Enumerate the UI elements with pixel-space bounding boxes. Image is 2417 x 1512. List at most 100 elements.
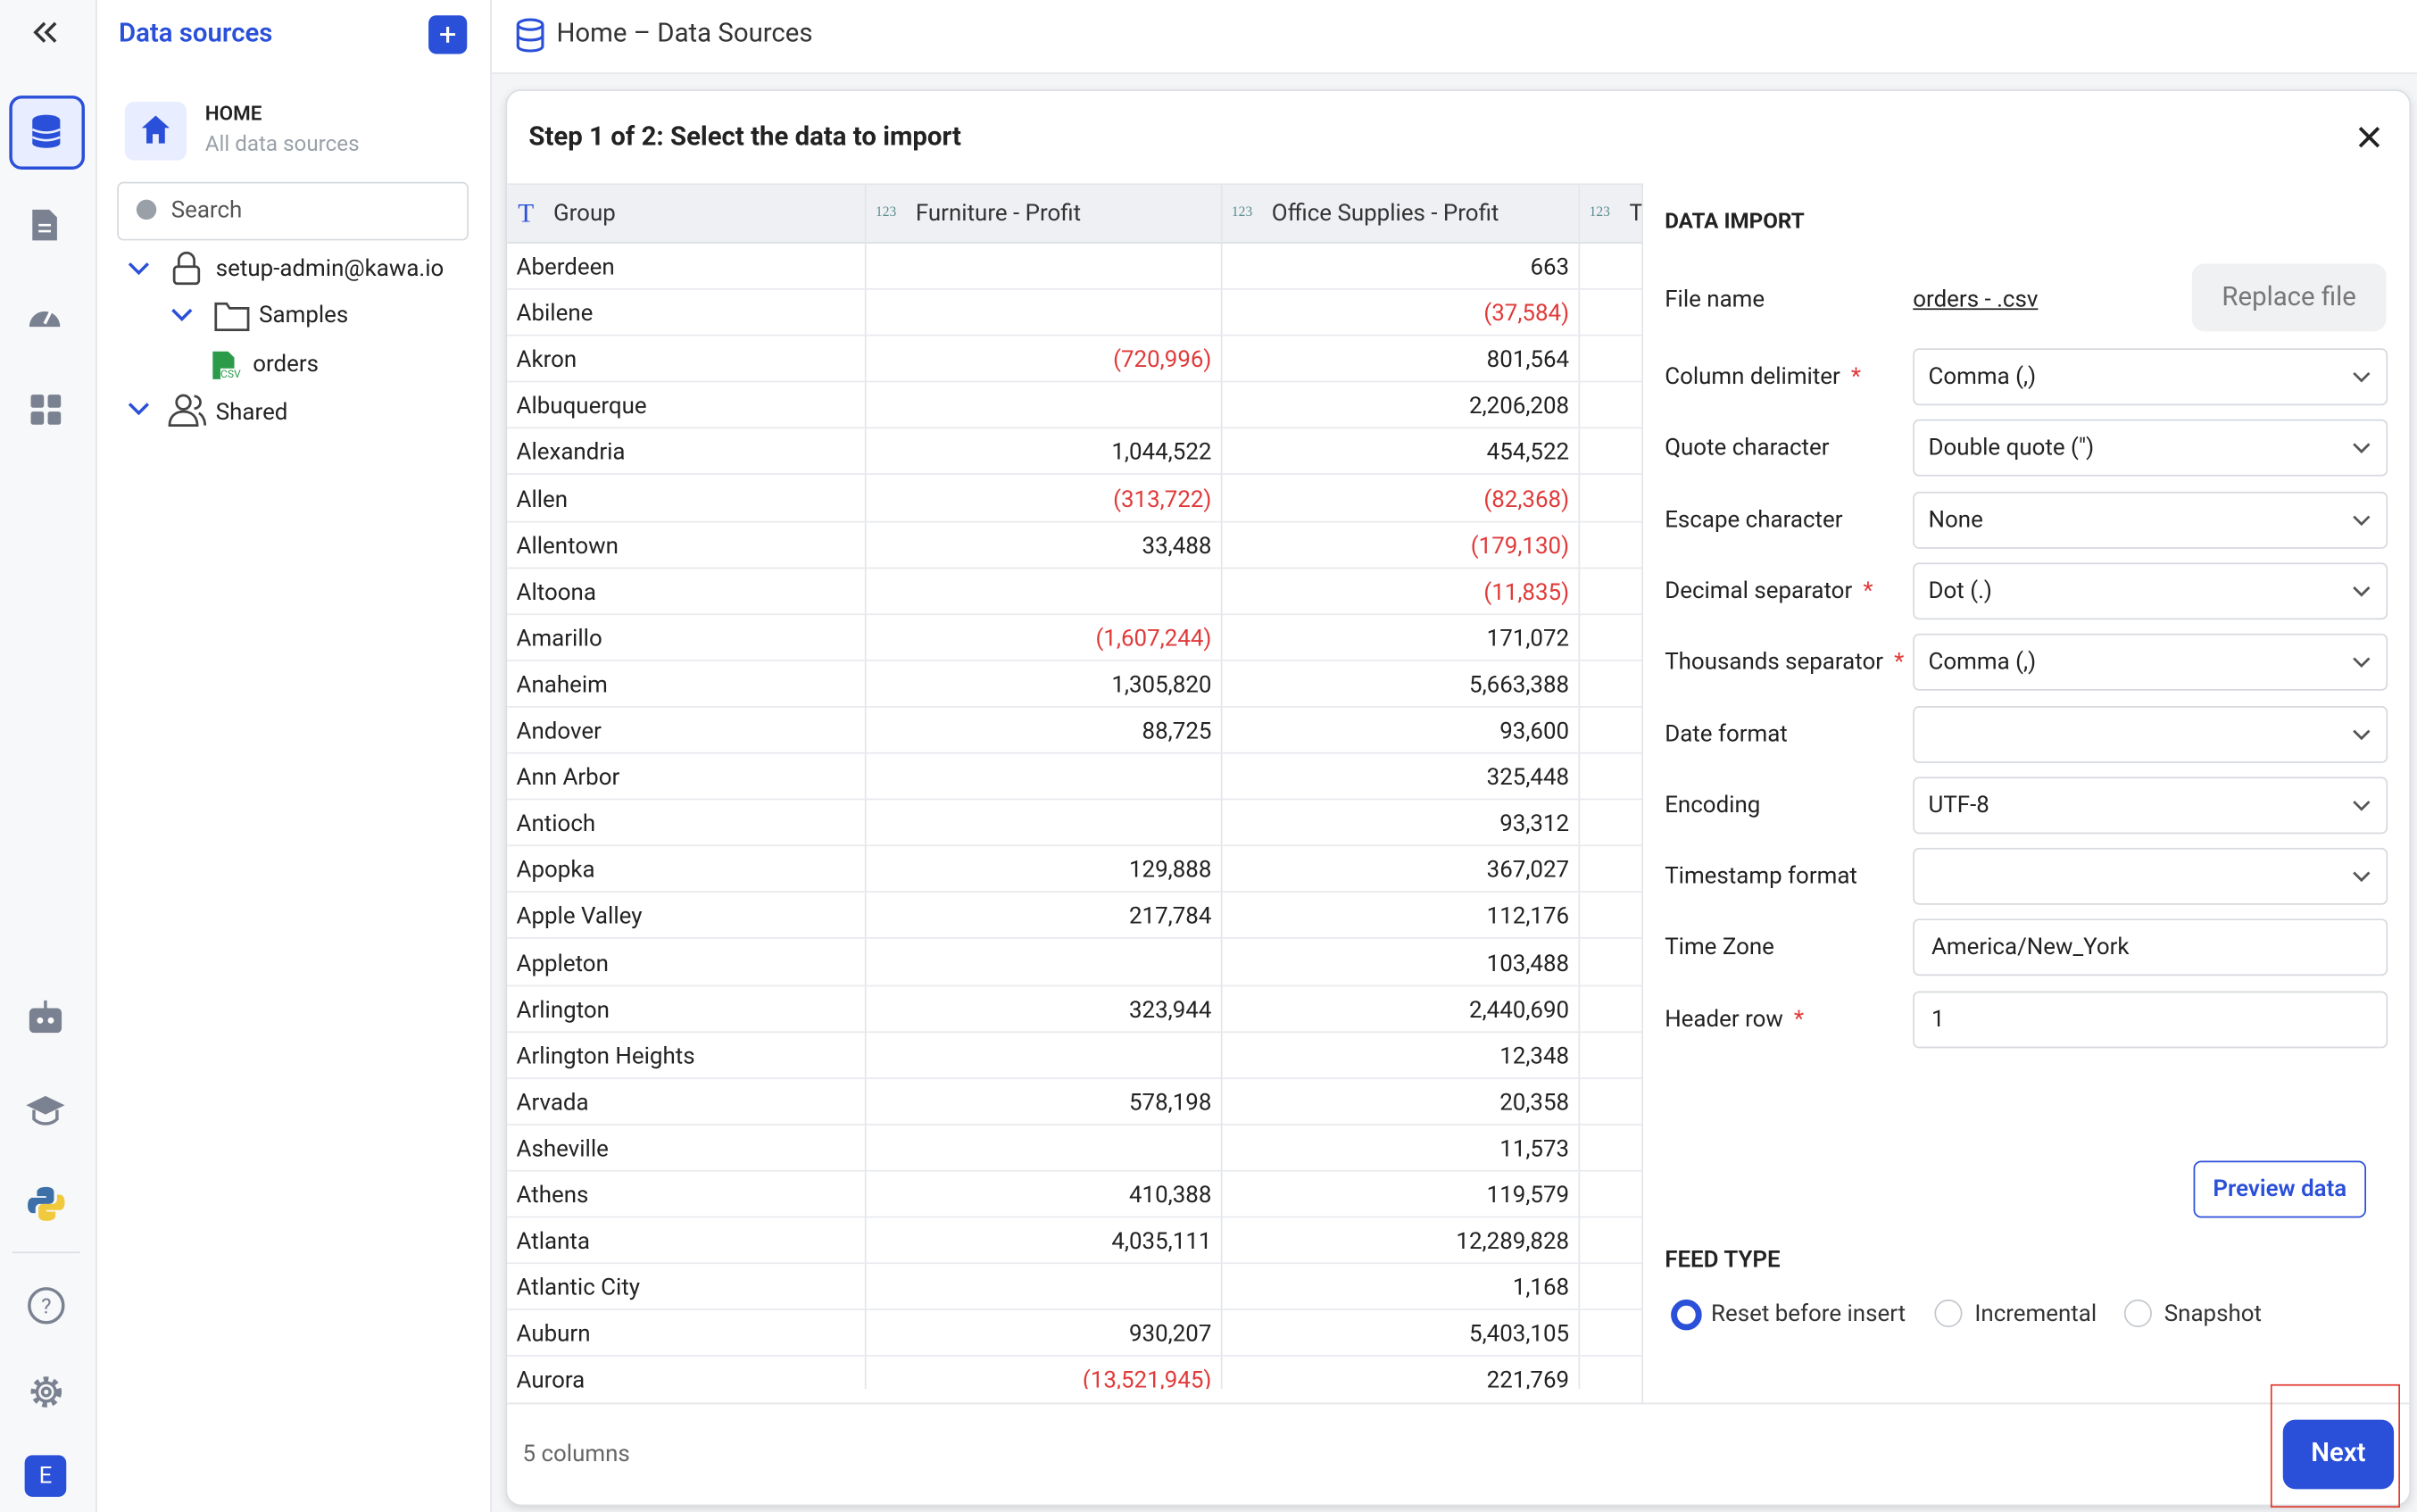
radio-label[interactable]: Incremental — [1974, 1299, 2097, 1327]
radio-label[interactable]: Snapshot — [2164, 1299, 2262, 1327]
cell: 578,198 — [1128, 1087, 1212, 1117]
cell: Arlington — [516, 994, 610, 1024]
tree-item[interactable]: Samples — [259, 300, 349, 328]
grid-icon[interactable] — [30, 395, 62, 426]
row-line — [507, 1308, 1644, 1311]
preview-button[interactable]: Preview data — [2193, 1160, 2367, 1218]
cell: (82,368) — [1483, 485, 1570, 513]
search-icon — [136, 199, 157, 220]
cell: (179,130) — [1470, 531, 1570, 560]
row-line — [507, 612, 1644, 615]
help-icon[interactable]: ? — [28, 1287, 65, 1325]
cell: Akron — [516, 345, 577, 374]
home-icon[interactable] — [140, 114, 171, 145]
tree-item[interactable]: setup-admin@kawa.io — [215, 253, 444, 283]
row-line — [507, 1030, 1644, 1033]
dialog: Step 1 of 2: Select the data to import T… — [505, 89, 2412, 1507]
field-label: Time Zone — [1665, 933, 1774, 961]
text-input[interactable] — [1913, 918, 2388, 976]
feed-title: FEED TYPE — [1665, 1245, 1781, 1274]
field-value: 1 — [1931, 1004, 1945, 1033]
cell: 93,312 — [1499, 810, 1570, 838]
row-line — [507, 519, 1644, 522]
cell: 119,579 — [1486, 1180, 1570, 1209]
cell: Alexandria — [516, 438, 626, 467]
field-value: America/New_York — [1931, 933, 2130, 961]
cell: Auburn — [516, 1319, 591, 1348]
cell: 663 — [1530, 253, 1570, 281]
cell: 171,072 — [1486, 624, 1570, 652]
replace-button[interactable]: Replace file — [2191, 263, 2387, 332]
radio-label[interactable]: Reset before insert — [1711, 1299, 1906, 1327]
select-box[interactable] — [1913, 348, 2388, 406]
row-line — [507, 1355, 1644, 1358]
home-title[interactable]: HOME — [204, 103, 262, 127]
row-line — [507, 380, 1644, 383]
field-value: None — [1928, 504, 1983, 533]
chevron — [2353, 586, 2371, 597]
select-box[interactable] — [1913, 848, 2388, 905]
collapse-icon[interactable] — [32, 21, 60, 43]
python-icon[interactable] — [28, 1185, 65, 1222]
cell: Antioch — [516, 810, 596, 838]
home-subtitle: All data sources — [204, 132, 360, 158]
tree-item[interactable]: orders — [253, 350, 320, 378]
field-label: Timestamp format — [1665, 861, 1857, 890]
cell: Amarillo — [516, 624, 602, 652]
cell: 325,448 — [1486, 763, 1570, 792]
text-input[interactable] — [1913, 990, 2388, 1048]
cell: 112,176 — [1486, 901, 1570, 931]
radio[interactable] — [1934, 1299, 1963, 1327]
column-header[interactable]: Furniture - Profit — [915, 198, 1082, 227]
settings-icon[interactable] — [28, 1374, 64, 1410]
row-line — [507, 891, 1644, 893]
file-link[interactable]: orders - .csv — [1913, 285, 2039, 313]
tree-item[interactable]: Shared — [215, 397, 288, 426]
row-line — [507, 566, 1644, 569]
row-line — [507, 798, 1644, 801]
field-label: Column delimiter * — [1665, 361, 1862, 390]
column-header[interactable]: Office Supplies - Profit — [1271, 198, 1499, 227]
avatar[interactable]: E — [24, 1455, 67, 1497]
select-box[interactable] — [1913, 777, 2388, 834]
column-divider — [1220, 185, 1223, 1390]
next-button[interactable]: Next — [2282, 1419, 2395, 1490]
learn-icon[interactable] — [25, 1094, 67, 1128]
cell: Albuquerque — [516, 392, 647, 420]
row-line — [507, 427, 1644, 429]
cell: 410,388 — [1128, 1180, 1212, 1209]
column-header[interactable]: Group — [553, 198, 616, 227]
row-line — [507, 984, 1644, 986]
select-box[interactable] — [1913, 705, 2388, 763]
radio[interactable] — [2123, 1299, 2152, 1327]
select-box[interactable] — [1913, 634, 2388, 692]
radio[interactable] — [1671, 1299, 1702, 1331]
doc-icon[interactable] — [31, 208, 59, 242]
search-box[interactable] — [117, 181, 469, 241]
select-box[interactable] — [1913, 562, 2388, 620]
field-value: Comma (,) — [1928, 361, 2037, 390]
gauge-icon[interactable] — [28, 301, 62, 332]
cell: Atlantic City — [516, 1273, 641, 1301]
field-label: Thousands separator * — [1665, 647, 1905, 676]
select-box[interactable] — [1913, 420, 2388, 478]
column-header[interactable]: T — [1629, 198, 1643, 227]
select-box[interactable] — [1913, 491, 2388, 549]
cell: 1,168 — [1512, 1273, 1570, 1301]
cell: Ann Arbor — [516, 763, 620, 792]
highlight-box — [2270, 1383, 2401, 1508]
header-bar — [491, 0, 2417, 74]
cell: Apple Valley — [516, 901, 643, 931]
row-line — [507, 1216, 1644, 1218]
bot-icon[interactable] — [28, 1000, 63, 1034]
field-label: Quote character — [1665, 433, 1830, 461]
cell: 5,403,105 — [1469, 1319, 1570, 1348]
row-line — [507, 287, 1644, 290]
cell: 12,348 — [1499, 1041, 1570, 1070]
chevron — [2353, 800, 2371, 811]
cell: 129,888 — [1128, 856, 1212, 885]
add-button[interactable]: + — [428, 15, 468, 54]
close-icon[interactable] — [2358, 127, 2380, 148]
row-line — [507, 1123, 1644, 1126]
